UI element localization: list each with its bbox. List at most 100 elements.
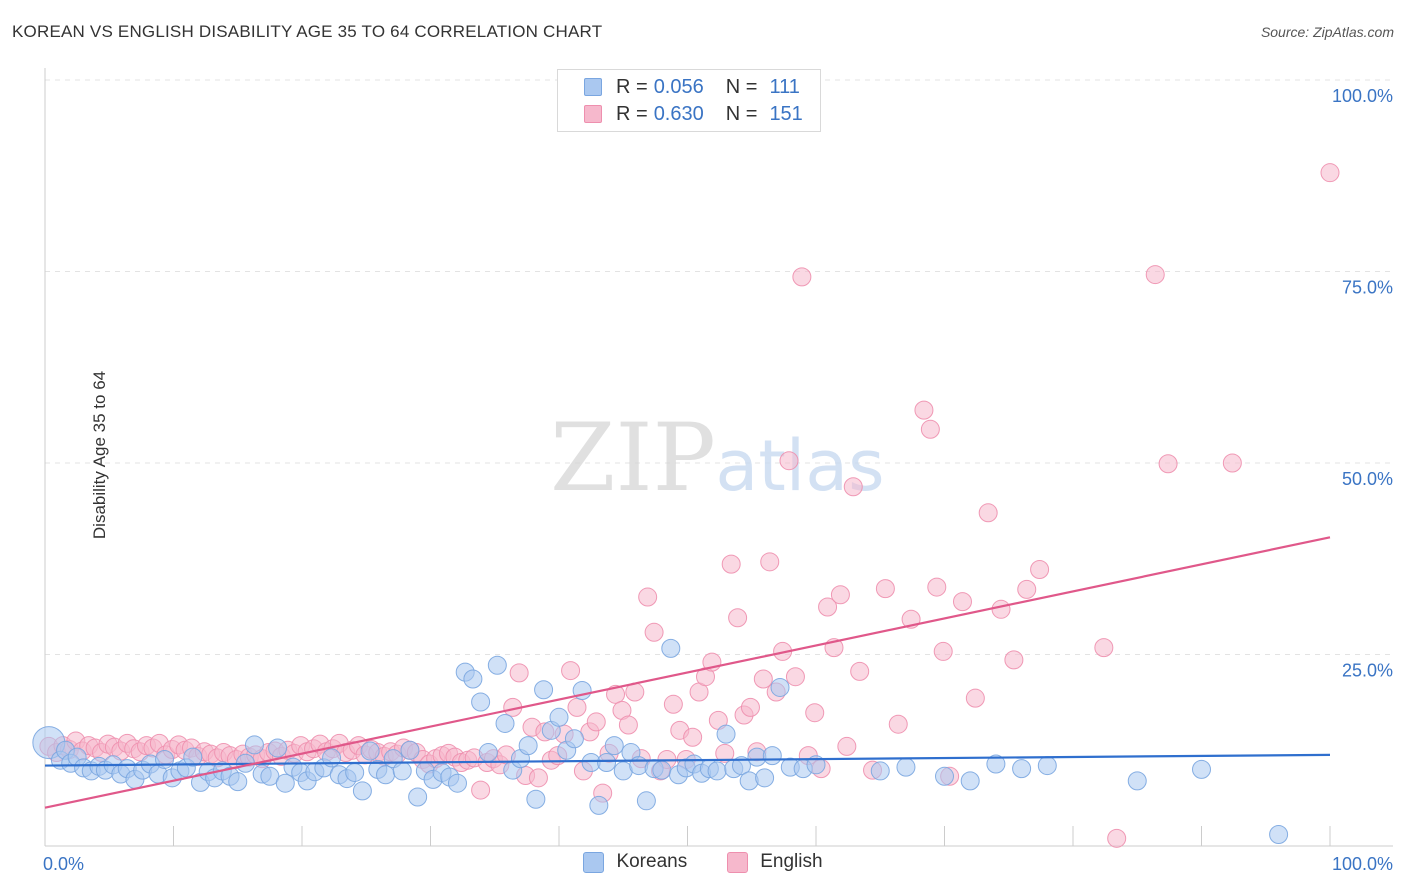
english-point [1222,453,1242,473]
english-legend-label: English [760,851,823,872]
koreans-point [661,638,681,658]
english-point [740,697,760,717]
english-point [1017,579,1037,599]
x-tick-label: 100.0% [1332,854,1393,874]
koreans-point [408,787,428,807]
y-tick-label: 25.0% [1342,661,1393,681]
koreans-point [345,762,365,782]
chart-title: KOREAN VS ENGLISH DISABILITY AGE 35 TO 6… [12,22,603,41]
koreans-point [604,736,624,756]
koreans-point [935,766,954,786]
koreans-point [564,729,584,749]
english-point [760,552,780,572]
english-point [952,592,972,612]
english-point [965,688,985,708]
legend-item-english[interactable]: English [727,851,823,873]
koreans-point [376,765,396,785]
correlation-legend: R = 0.056 N = 111 R = 0.630 N = 151 [557,69,821,132]
axes [44,68,1393,847]
legend-row-koreans: R = 0.056 N = 111 [584,75,800,99]
koreans-point [1012,759,1032,779]
english-point [1030,559,1050,579]
english-point [1320,163,1340,183]
trend-lines [44,536,1331,809]
koreans-point [896,757,916,777]
koreans-point [518,736,538,756]
watermark-zip: ZIP [550,404,716,513]
koreans-point [478,743,498,763]
koreans-point [495,713,515,733]
watermark-atlas: atlas [715,425,884,507]
koreans-point [731,756,751,776]
legend-item-koreans[interactable]: Koreans [583,851,687,873]
series-legend: Koreans English [0,851,1406,873]
koreans-point [183,747,203,767]
y-tick-label: 50.0% [1342,469,1393,489]
koreans-point [228,772,248,792]
english-point [991,599,1011,619]
english-point [920,419,940,439]
legend-r-label: R = [616,102,648,125]
koreans-point [707,761,727,781]
english-point [1158,454,1178,474]
english-point [509,663,529,683]
koreans-point [463,669,483,689]
koreans-point [360,741,380,761]
legend-r-value: 0.630 [653,102,704,125]
koreans-point [652,760,672,780]
koreans-point [597,753,617,773]
english-point [644,622,664,642]
koreans-point [1269,825,1289,845]
english-point [888,714,908,734]
koreans-point [1037,756,1057,776]
koreans-point [447,773,467,793]
koreans-trend-line [44,753,1331,767]
legend-r-value: 0.056 [653,75,704,98]
y-axis-label: Disability Age 35 to 64 [90,370,110,540]
legend-n-label: N = [725,75,758,98]
koreans-swatch [583,851,605,873]
koreans-point [960,771,980,791]
koreans-point [636,791,656,811]
english-point [728,608,748,628]
koreans-points [32,638,1289,845]
english-point [933,641,953,661]
koreans-point [739,771,759,791]
english-point [606,684,626,704]
english-point [785,667,805,687]
koreans-point [352,781,372,801]
koreans-legend-label: Koreans [616,851,688,872]
koreans-point [400,740,420,760]
legend-swatch-koreans [584,78,602,96]
english-point [586,712,606,732]
english-point [818,597,838,617]
english-point [805,703,825,723]
english-point [618,715,638,735]
legend-row-english: R = 0.630 N = 151 [584,102,803,126]
english-point [721,554,741,574]
koreans-point [755,768,775,788]
koreans-point [155,749,175,769]
legend-swatch-english [584,105,602,123]
koreans-point [762,746,782,766]
koreans-point [629,756,649,776]
y-tick-label: 75.0% [1342,278,1393,298]
x-tick-label: 0.0% [43,854,84,874]
english-point [779,451,799,471]
english-point [875,579,895,599]
english-point [1145,265,1165,285]
english-point [561,661,581,681]
koreans-point [244,735,264,755]
english-point [1004,650,1024,670]
koreans-point [1192,759,1211,779]
english-point [528,768,548,788]
english-point [978,503,998,523]
chart-source: Source: ZipAtlas.com [1260,24,1394,40]
english-point [1094,638,1114,658]
koreans-point [589,795,609,815]
english-point [792,267,812,287]
english-point [567,697,587,717]
koreans-point [392,761,412,781]
legend-n-value: 111 [769,75,800,98]
